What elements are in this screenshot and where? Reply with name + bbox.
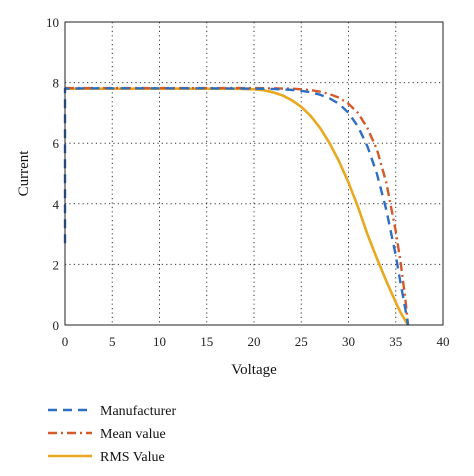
x-tick-labels: 0 5 10 15 20 25 30 35 40 [62,334,450,349]
x-tick-label: 25 [295,334,308,349]
x-tick-label: 30 [342,334,355,349]
x-tick-label: 35 [389,334,402,349]
y-tick-label: 10 [46,15,59,30]
x-tick-label: 10 [153,334,166,349]
y-axis-label: Current [16,150,32,197]
legend-label: RMS Value [100,450,165,465]
x-axis-label: Voltage [231,362,277,378]
x-tick-label: 0 [62,334,69,349]
y-tick-labels: 0 2 4 6 8 10 [46,15,60,333]
plot-frame [64,21,444,326]
y-tick-label: 8 [53,76,60,91]
legend: Manufacturer Mean value RMS Value [48,404,177,465]
x-tick-label: 5 [109,334,116,349]
y-tick-label: 0 [53,318,60,333]
series-line-manufacturer [63,87,410,326]
x-tick-label: 40 [437,334,450,349]
x-tick-label: 15 [200,334,213,349]
legend-label: Mean value [100,427,166,442]
y-tick-label: 2 [53,257,60,272]
y-tick-label: 4 [53,197,60,212]
legend-label: Manufacturer [100,404,177,419]
y-tick-label: 6 [53,136,60,151]
series-layer [63,86,410,326]
x-tick-label: 20 [248,334,261,349]
